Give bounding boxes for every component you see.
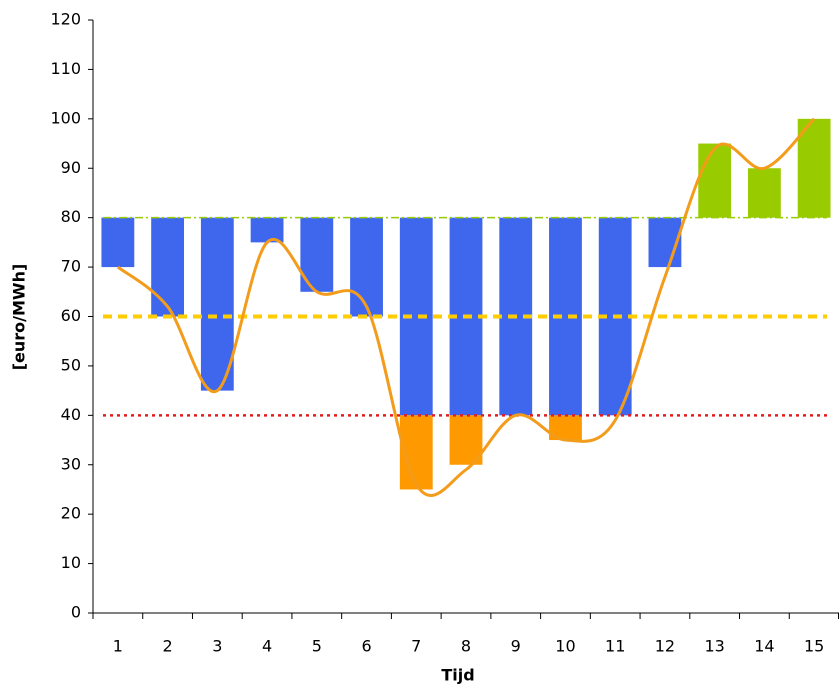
x-tick-label: 3 [212, 637, 222, 656]
y-tick-label: 120 [50, 10, 81, 29]
x-tick-label: 5 [312, 637, 322, 656]
x-tick-label: 15 [804, 637, 824, 656]
y-tick-label: 110 [50, 59, 81, 78]
y-tick-label: 60 [61, 306, 81, 325]
y-tick-label: 30 [61, 454, 81, 473]
bar [698, 143, 732, 218]
x-tick-label: 9 [511, 637, 521, 656]
x-tick-label: 14 [754, 637, 774, 656]
y-axis-label: [euro/MWh] [10, 264, 29, 371]
y-tick-label: 50 [61, 355, 81, 374]
x-axis-label: Tijd [441, 666, 474, 685]
x-tick-label: 8 [461, 637, 471, 656]
x-tick-label: 11 [605, 637, 625, 656]
x-tick-label: 10 [555, 637, 575, 656]
price-line [116, 117, 816, 497]
x-tick-label: 12 [655, 637, 675, 656]
x-tick-label: 7 [411, 637, 421, 656]
y-tick-label: 10 [61, 553, 81, 572]
y-tick-label: 80 [61, 207, 81, 226]
x-tick-label: 1 [113, 637, 123, 656]
x-tick-label: 13 [704, 637, 724, 656]
y-tick-label: 70 [61, 257, 81, 276]
x-tick-label: 2 [163, 637, 173, 656]
bar [101, 217, 135, 268]
x-tick-label: 4 [262, 637, 272, 656]
y-tick-label: 20 [61, 504, 81, 523]
bar [151, 217, 185, 317]
bar [350, 217, 383, 317]
x-tick-label: 6 [361, 637, 371, 656]
bar [200, 217, 234, 391]
y-tick-label: 100 [50, 108, 81, 127]
y-tick-label: 40 [61, 405, 81, 424]
bar [250, 217, 284, 243]
y-tick-label: 90 [61, 158, 81, 177]
bar [797, 118, 831, 218]
y-tick-label: 0 [71, 603, 81, 622]
bar [747, 168, 781, 218]
